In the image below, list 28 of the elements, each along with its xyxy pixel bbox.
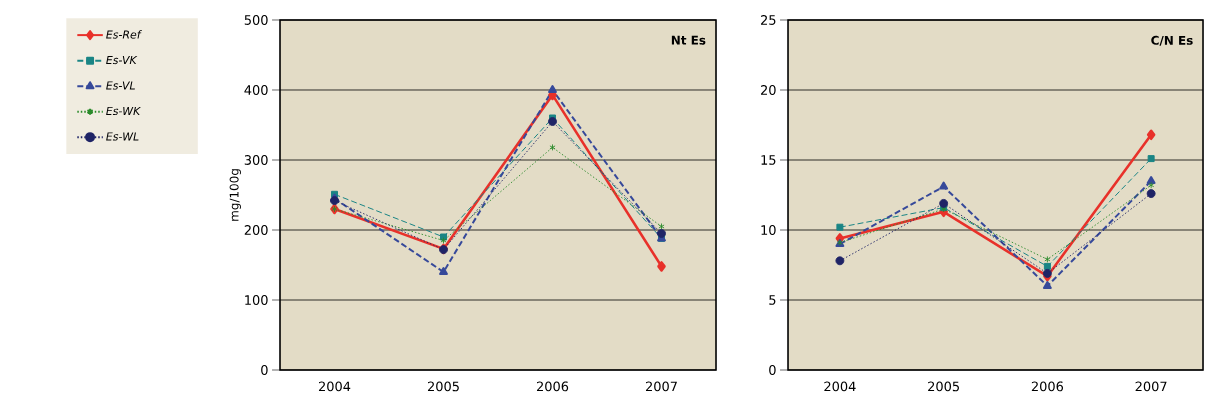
y-tick-label: 20 [761, 85, 776, 95]
legend-label: Es-Ref [106, 30, 142, 39]
y-tick-label: 10 [761, 225, 776, 235]
y-tick-label: 15 [761, 155, 776, 165]
x-tick-label: 2007 [645, 381, 677, 392]
y-tick-label: 0 [769, 365, 776, 375]
x-tick-label: 2004 [318, 381, 351, 392]
text: C/N Es [1151, 35, 1193, 46]
y-tick-label: 200 [244, 225, 268, 235]
legend-label: Es-VL [106, 81, 135, 90]
y-tick-label: 100 [245, 295, 268, 305]
y-axis-title: mg/100g [229, 169, 241, 221]
x-tick-label: 2004 [824, 381, 856, 392]
x-tick-label: 2005 [928, 381, 959, 392]
y-tick-label: 300 [244, 155, 268, 165]
x-tick-label: 2007 [1135, 381, 1167, 392]
y-tick-label: 400 [244, 85, 268, 95]
legend-label: Es-WK [106, 106, 141, 116]
y-tick-label: 5 [769, 295, 776, 305]
y-tick-label: 500 [244, 15, 268, 25]
legend-label: Es-VK [106, 56, 138, 65]
y-tick-label: 25 [761, 15, 776, 25]
legend-label: Es-WL [106, 132, 139, 141]
x-tick-label: 2006 [1031, 381, 1064, 392]
text: Nt Es [671, 35, 706, 45]
x-tick-label: 2006 [536, 381, 569, 392]
x-tick-label: 2005 [427, 381, 459, 392]
y-tick-label: 0 [261, 365, 268, 375]
